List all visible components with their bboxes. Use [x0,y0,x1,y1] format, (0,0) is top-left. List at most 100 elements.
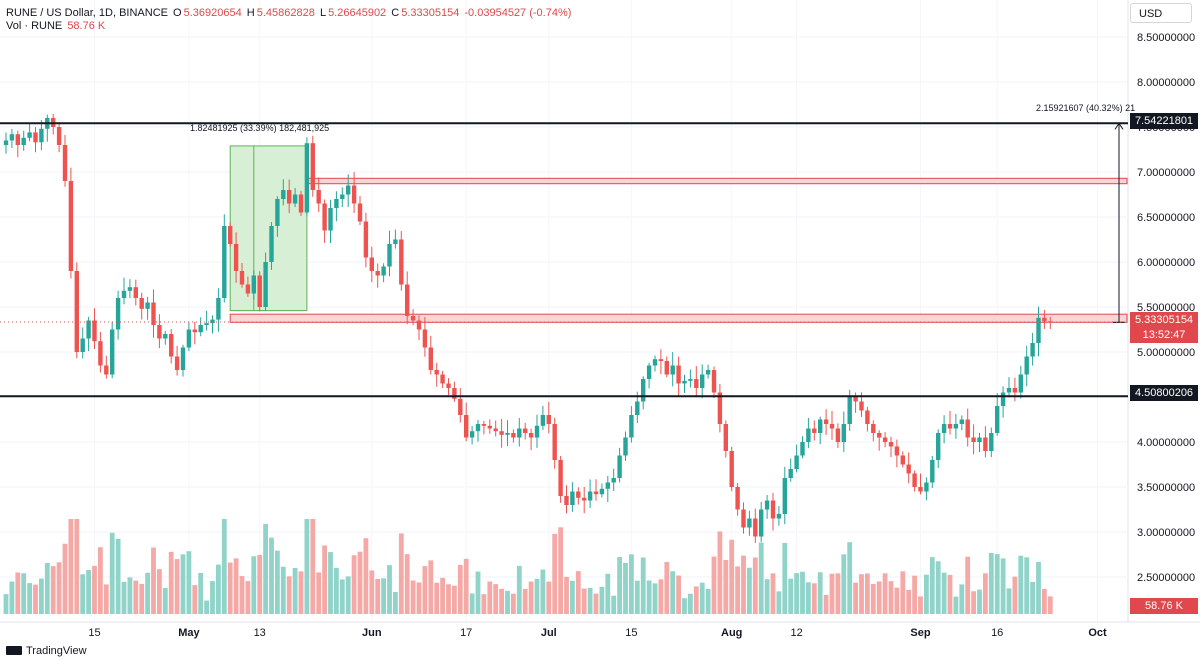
volume-bar [988,552,994,614]
open-value: 5.36920654 [183,7,242,19]
volume-bar [894,587,900,614]
volume-bar [918,596,923,614]
candle-body [576,491,581,498]
volume-bar [847,542,853,614]
candle-body [723,424,728,451]
candle-body [115,298,121,330]
y-tick-label: 5.50000000 [1137,302,1195,314]
close-label: C [391,7,400,19]
candle-body [782,478,787,514]
candle-body [859,401,864,411]
volume-bar [865,573,870,614]
volume-bar [393,591,398,614]
candle-body [416,320,422,330]
volume-bar [422,566,428,614]
candle-body [705,370,711,375]
volume-bar [198,572,204,614]
candle-body [1036,317,1041,343]
candle-body [552,424,557,460]
volume-bar [3,594,9,614]
volume-bar [398,533,404,614]
countdown-tag: 13:52:47 [1130,327,1198,343]
candle-body [21,137,26,145]
y-tick-label: 6.50000000 [1137,212,1195,224]
candle-body [157,325,162,339]
x-tick-label: May [178,627,200,639]
volume-bar [98,547,103,614]
volume-bar [1000,558,1006,614]
volume-bar [935,561,941,614]
candle-body [222,226,227,298]
candle-body [941,424,947,433]
candle-body [210,319,215,324]
volume-bar [21,573,27,614]
volume-bar [1047,596,1053,614]
volume-bar [404,554,410,614]
volume-value: 58.76 K [67,20,106,32]
candle-body [186,329,192,348]
volume-bar [906,589,912,614]
volume-bar [800,571,805,614]
candle-body [995,406,1000,433]
volume-bar [109,532,115,614]
candle-body [322,203,327,231]
volume-bar [953,596,959,614]
volume-bar [587,587,593,614]
volume-bar [841,554,847,614]
volume-bar [269,537,274,614]
candle-body [98,341,103,366]
volume-bar [15,572,21,614]
candle-body [27,132,32,138]
candle-body [198,325,203,333]
candle-body [163,334,168,339]
candle-body [357,203,363,222]
candle-body [800,442,805,456]
candle-body [275,199,280,226]
candle-body [493,428,498,432]
y-tick-label: 8.50000000 [1137,32,1195,44]
candle-body [829,424,835,429]
candle-body [912,473,917,487]
currency-button[interactable]: USD [1130,3,1192,23]
volume-bar [1018,555,1024,614]
open-label: O [173,7,182,19]
candle-body [959,419,964,424]
volume-label[interactable]: Vol · RUNE [6,20,63,32]
volume-bar [339,579,345,614]
x-tick-label: 16 [991,627,1003,639]
candle-body [930,460,935,483]
tradingview-logo[interactable]: TradingView [6,645,87,657]
x-tick-label: 13 [254,627,266,639]
resistance-zone [229,313,1128,323]
volume-bar [27,583,32,614]
volume-bar [434,582,440,614]
volume-bar [410,580,416,614]
symbol-title[interactable]: RUNE / US Dollar, 1D, BINANCE [6,7,168,19]
candle-body [180,347,186,370]
volume-bar [735,566,740,614]
candle-body [104,365,109,375]
volume-bar [9,581,15,614]
volume-bar [157,569,162,614]
candle-body [434,370,439,375]
candle-body [1018,374,1023,393]
candle-body [216,298,221,320]
candle-body [446,383,451,388]
candle-body [570,491,575,505]
y-tick-label: 3.00000000 [1137,527,1195,539]
volume-bar [33,584,38,614]
volume-bar [776,591,782,614]
volume-bar [764,579,770,614]
volume-bar [788,578,794,614]
volume-bar [363,538,369,614]
tradingview-icon [6,646,22,655]
volume-bar [263,523,268,614]
candle-body [363,221,369,258]
candle-body [469,431,475,438]
candle-body [245,284,251,294]
volume-bar [387,565,392,614]
candle-body [80,338,85,352]
candle-body [564,496,569,505]
candle-body [292,194,298,204]
